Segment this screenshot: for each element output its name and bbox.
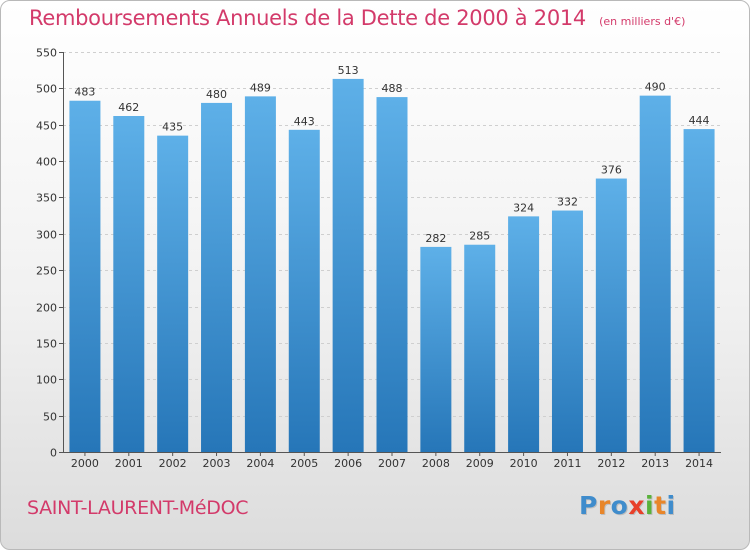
x-tick-label: 2005 (290, 457, 318, 470)
bar (551, 210, 583, 452)
y-tick-label: 550 (36, 47, 57, 60)
bar-value-label: 332 (557, 196, 578, 209)
logo-letter: x (628, 491, 645, 520)
chart-title-row: Remboursements Annuels de la Dette de 20… (29, 6, 685, 30)
bar (244, 96, 276, 452)
bar-value-label: 483 (74, 86, 95, 99)
logo-letter: r (597, 491, 611, 520)
x-tick-label: 2012 (597, 457, 625, 470)
logo-letter: P (579, 491, 598, 520)
bar (288, 129, 320, 452)
x-tick-label: 2001 (115, 457, 143, 470)
logo-letter: i (645, 491, 655, 520)
y-tick-label: 500 (36, 83, 57, 96)
x-tick-label: 2008 (422, 457, 450, 470)
x-tick-label: 2010 (510, 457, 538, 470)
bar (332, 78, 364, 452)
bar (376, 97, 408, 452)
bar-value-label: 513 (338, 64, 359, 77)
x-tick-label: 2006 (334, 457, 362, 470)
bar-value-label: 488 (382, 82, 403, 95)
x-tick-label: 2003 (203, 457, 231, 470)
bar (157, 135, 189, 453)
y-tick-label: 100 (36, 374, 57, 387)
y-tick-label: 350 (36, 192, 57, 205)
y-tick-label: 50 (43, 411, 57, 424)
bar (508, 216, 540, 452)
bar-value-label: 324 (513, 201, 534, 214)
bar-value-label: 435 (162, 121, 183, 134)
x-tick-label: 2013 (641, 457, 669, 470)
chart-subtitle: (en milliers d'€) (599, 15, 686, 28)
bar-value-label: 282 (425, 232, 446, 245)
x-tick-label: 2004 (246, 457, 274, 470)
bar-value-label: 490 (645, 81, 666, 94)
commune-name: SAINT-LAURENT-MéDOC (27, 497, 249, 519)
logo-letter: i (666, 491, 676, 520)
y-tick-label: 250 (36, 265, 57, 278)
x-tick-label: 2011 (553, 457, 581, 470)
bar-value-label: 443 (294, 115, 315, 128)
bar-value-label: 376 (601, 164, 622, 177)
bar (420, 246, 452, 452)
bar-value-label: 285 (469, 230, 490, 243)
logo-letter: t (654, 491, 667, 520)
proxiti-logo: Proxiti (579, 491, 676, 520)
y-tick-label: 200 (36, 302, 57, 315)
y-tick-label: 400 (36, 156, 57, 169)
bar (683, 129, 715, 452)
bar (113, 116, 145, 452)
x-tick-label: 2009 (466, 457, 494, 470)
bar (464, 244, 496, 452)
y-tick-label: 450 (36, 120, 57, 133)
y-tick-label: 150 (36, 338, 57, 351)
x-tick-label: 2000 (71, 457, 99, 470)
x-tick-label: 2007 (378, 457, 406, 470)
bar (69, 100, 101, 453)
bar (639, 95, 671, 453)
logo-letter: o (610, 491, 629, 520)
y-tick-label: 300 (36, 229, 57, 242)
bar-value-label: 480 (206, 88, 227, 101)
bar (201, 102, 233, 452)
bar-value-label: 489 (250, 81, 271, 94)
x-tick-label: 2002 (159, 457, 187, 470)
x-tick-label: 2014 (685, 457, 713, 470)
bar (595, 178, 627, 452)
bar-value-label: 462 (118, 101, 139, 114)
bar-value-label: 444 (689, 114, 710, 127)
y-tick-label: 0 (50, 447, 57, 460)
chart-title: Remboursements Annuels de la Dette de 20… (29, 6, 586, 30)
